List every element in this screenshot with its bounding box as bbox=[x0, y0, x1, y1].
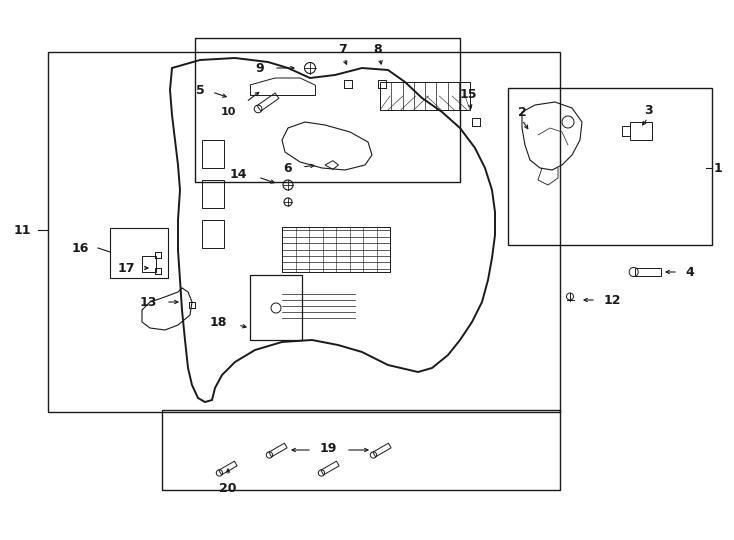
Bar bbox=[202, 180, 224, 208]
Text: 11: 11 bbox=[13, 224, 31, 237]
Text: 17: 17 bbox=[117, 261, 135, 274]
Text: 12: 12 bbox=[603, 294, 621, 307]
Text: 14: 14 bbox=[229, 168, 247, 181]
Text: 10: 10 bbox=[220, 107, 236, 117]
Bar bbox=[195, 38, 460, 182]
Text: 13: 13 bbox=[139, 295, 156, 308]
Text: 5: 5 bbox=[196, 84, 204, 97]
Text: 20: 20 bbox=[219, 482, 237, 495]
Text: 2: 2 bbox=[517, 105, 526, 118]
Text: 1: 1 bbox=[713, 161, 722, 174]
Bar bbox=[110, 228, 168, 278]
Bar bbox=[282, 227, 390, 272]
Bar bbox=[202, 140, 224, 168]
Text: 8: 8 bbox=[374, 44, 382, 57]
Bar bbox=[202, 220, 224, 248]
Text: 19: 19 bbox=[319, 442, 337, 455]
Text: 7: 7 bbox=[338, 44, 346, 57]
Text: 9: 9 bbox=[255, 62, 264, 75]
Text: 16: 16 bbox=[71, 241, 89, 254]
Bar bbox=[630, 122, 652, 140]
Text: 6: 6 bbox=[283, 161, 292, 174]
Bar bbox=[162, 410, 560, 490]
Bar bbox=[508, 88, 712, 245]
Text: 15: 15 bbox=[459, 89, 477, 102]
Bar bbox=[142, 256, 156, 272]
Bar bbox=[48, 52, 560, 412]
Bar bbox=[380, 82, 470, 110]
Text: 18: 18 bbox=[209, 315, 227, 328]
Bar bbox=[250, 275, 302, 340]
Text: 3: 3 bbox=[644, 104, 653, 117]
Text: 4: 4 bbox=[686, 266, 694, 279]
